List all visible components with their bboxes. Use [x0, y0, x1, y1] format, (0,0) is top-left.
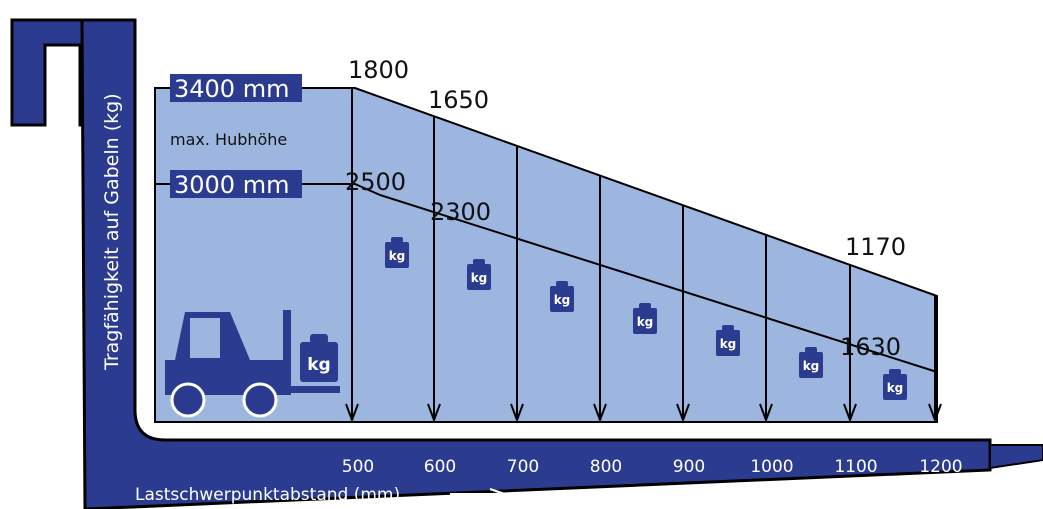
fork-body — [80, 18, 992, 509]
curve-value: 1170 — [845, 233, 906, 261]
capacity-area — [154, 87, 938, 423]
weight-handle — [889, 369, 901, 375]
arrow-head — [676, 403, 690, 423]
x-label: 1200 — [919, 457, 962, 477]
x-title: Lastschwerpunktabstand (mm) — [135, 485, 400, 505]
weight-handle — [473, 259, 485, 265]
weight-icon — [883, 374, 907, 400]
max-height-note: max. Hubhöhe — [170, 130, 287, 149]
axis-title: Tragfähigkeit auf Gabeln (kg) — [101, 93, 123, 371]
curve-value: 2300 — [430, 198, 491, 226]
kg-label: kg — [720, 337, 737, 351]
weight-handle — [639, 303, 651, 309]
kg-label: kg — [389, 249, 406, 263]
label-box — [170, 170, 302, 198]
label-box — [170, 74, 302, 102]
weight-handle — [805, 347, 817, 353]
x-label: 700 — [507, 457, 539, 477]
x-label: 800 — [590, 457, 622, 477]
arrow-head — [843, 403, 857, 423]
weight-icon — [716, 330, 740, 356]
arrow-head — [593, 403, 607, 423]
kg-label: kg — [471, 271, 488, 285]
x-label: 500 — [342, 457, 374, 477]
curve-value: 2500 — [345, 168, 406, 196]
weight-icon — [385, 242, 409, 268]
forklift-icon: kg — [165, 310, 340, 418]
weight-icon — [799, 352, 823, 378]
fork-tip — [989, 444, 1043, 470]
lower-height: 3000 mm — [174, 171, 289, 199]
curve-value: 1650 — [428, 86, 489, 114]
upper-height: 3400 mm — [174, 75, 289, 103]
curve-value: 1800 — [348, 56, 409, 84]
weight-handle — [556, 281, 568, 287]
kg-label: kg — [803, 359, 820, 373]
kg-label: kg — [554, 293, 571, 307]
arrow-head — [427, 403, 441, 423]
weight-icon — [467, 264, 491, 290]
weight-icon — [633, 308, 657, 334]
kg-label: kg — [307, 355, 330, 375]
arrow-head — [345, 403, 359, 423]
arrow-head — [510, 403, 524, 423]
kg-label: kg — [637, 315, 654, 329]
weight-handle — [722, 325, 734, 331]
arrow-head — [928, 403, 942, 423]
x-label: 1000 — [750, 457, 793, 477]
arrow-head — [759, 403, 773, 423]
x-arrow — [450, 488, 509, 500]
x-label: 900 — [673, 457, 705, 477]
kg-label: kg — [887, 381, 904, 395]
lower-curve — [300, 183, 938, 373]
curve-value: 1630 — [840, 333, 901, 361]
x-label: 1100 — [834, 457, 877, 477]
weight-handle — [391, 237, 403, 243]
x-label: 600 — [424, 457, 456, 477]
weight-icon — [550, 286, 574, 312]
